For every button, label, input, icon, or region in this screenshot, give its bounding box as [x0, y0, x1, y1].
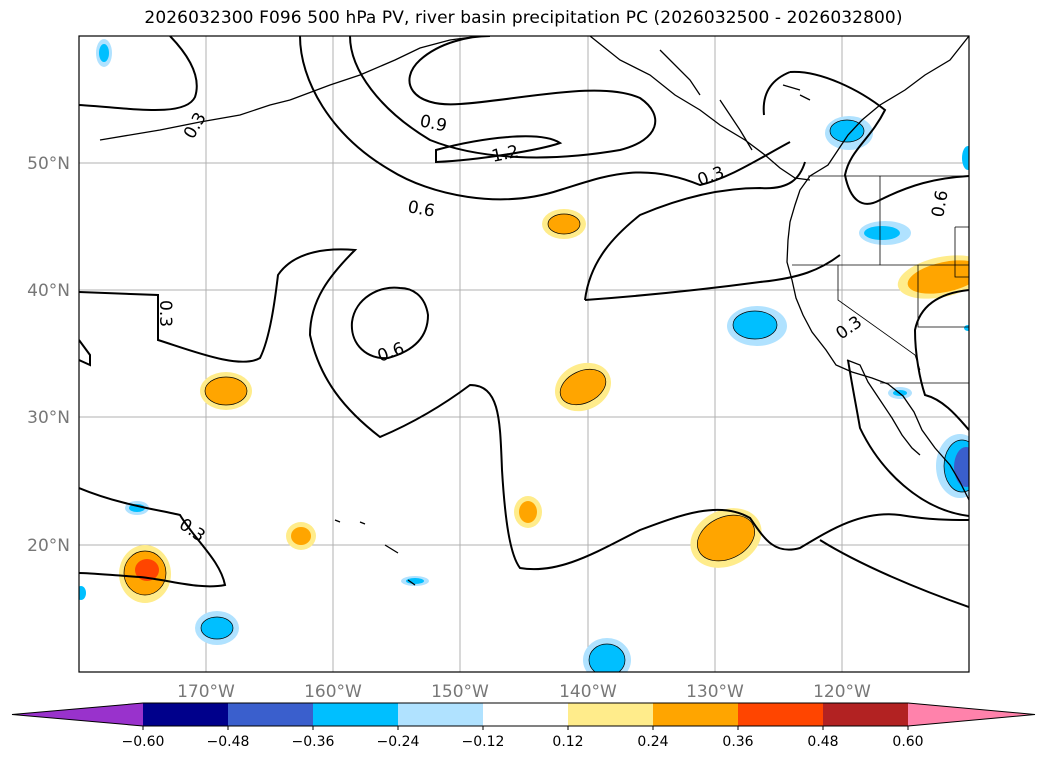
colorbar-segment: [313, 703, 398, 726]
contour-label: 0.6: [406, 197, 436, 221]
precip-positive-blob: [514, 496, 542, 528]
political-borders: [792, 175, 969, 384]
contour-label: 0.6: [928, 189, 952, 219]
contour-label: 0.9: [418, 111, 449, 136]
lat-label: 20°N: [27, 536, 70, 556]
contour-label: 0.3: [155, 300, 175, 327]
colorbar-extension-high: [908, 703, 1035, 726]
contour-label: 0.3: [695, 163, 727, 191]
colorbar-tick-label: −0.36: [292, 734, 335, 750]
colorbar-tick-label: 0.48: [807, 734, 838, 750]
precip-negative-blob: [79, 146, 969, 600]
colorbar-segment: [653, 703, 738, 726]
precip-positive-blob: [690, 508, 762, 568]
plot-frame: [78, 35, 970, 673]
colorbar-segment: [398, 703, 483, 726]
lon-label: 160°W: [304, 682, 362, 702]
coastlines: [99, 36, 969, 586]
contour-labels: 0.3 0.9 1.2 0.3 0.6 0.6 0.3 0.6 0.3 0.3: [155, 109, 953, 547]
lat-label: 40°N: [27, 281, 70, 301]
colorbar-segment: [228, 703, 313, 726]
colorbar-tick-label: 0.12: [552, 734, 583, 750]
contour-label: 0.3: [175, 515, 209, 547]
lat-label: 30°N: [27, 408, 70, 428]
lat-label: 50°N: [27, 154, 70, 174]
colorbar-tick-label: 0.24: [637, 734, 668, 750]
gridlines: [79, 36, 969, 672]
colorbar-segment: [823, 703, 908, 726]
colorbar-segment: [568, 703, 653, 726]
lon-label: 120°W: [813, 682, 871, 702]
lon-label: 140°W: [559, 682, 617, 702]
colorbar-tick-label: 0.60: [892, 734, 923, 750]
map-title: 2026032300 F096 500 hPa PV, river basin …: [144, 8, 903, 28]
colorbar-tick-label: 0.36: [722, 734, 753, 750]
precip-positive-blob: [119, 545, 171, 603]
precip-negative-blob: [859, 221, 911, 245]
lon-label: 150°W: [431, 682, 489, 702]
latitude-labels: 50°N 40°N 30°N 20°N: [27, 154, 70, 556]
lon-label: 130°W: [686, 682, 744, 702]
precip-positive-blob: [554, 362, 612, 412]
precip-negative-blob: [727, 306, 787, 346]
precip-positive-blob: [200, 372, 252, 410]
colorbar-segment: [738, 703, 823, 726]
colorbar-tick-label: −0.12: [462, 734, 505, 750]
colorbar: −0.60 −0.48 −0.36 −0.24 −0.12 0.12 0.24 0.36 0.4…: [11, 702, 1036, 750]
colorbar-extension-low: [12, 703, 143, 726]
precip-negative-blob: [583, 638, 631, 672]
colorbar-tick-label: −0.24: [377, 734, 420, 750]
precip-negative-blob: [96, 39, 112, 67]
longitude-labels: 170°W 160°W 150°W 140°W 130°W 120°W: [177, 682, 871, 702]
colorbar-tick-label: −0.60: [122, 734, 165, 750]
precip-negative-blob: [195, 611, 239, 645]
colorbar-segment: [483, 703, 568, 726]
colorbar-tick-label: −0.48: [207, 734, 250, 750]
precip-negative-blob: [936, 434, 969, 498]
pv-contours: [79, 36, 969, 608]
precip-positive-blob: [542, 209, 586, 239]
contour-label: 0.6: [375, 339, 407, 367]
colorbar-segment: [143, 703, 228, 726]
lon-label: 170°W: [177, 682, 235, 702]
precip-positive-blob: [897, 255, 969, 299]
contour-label: 0.3: [832, 312, 866, 344]
precip-positive-blob: [286, 522, 316, 550]
anomaly-outlines: [123, 119, 969, 672]
